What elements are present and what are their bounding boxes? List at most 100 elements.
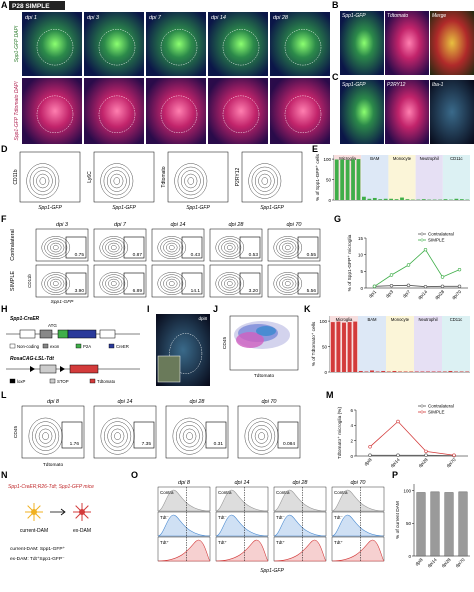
gate-value: 14.1 [191, 288, 201, 294]
legend-label: Tdtomato [97, 379, 116, 384]
gate [65, 236, 87, 259]
flow-contour [254, 170, 275, 192]
histogram [331, 539, 385, 562]
axis-label: Ly6C [87, 171, 93, 183]
flow-contour [39, 177, 46, 185]
y-tick-label: 50 [322, 344, 328, 349]
bar [454, 198, 459, 200]
flow-contour [176, 421, 204, 451]
flow-contour [221, 240, 239, 255]
flow-frame [151, 228, 205, 262]
gate-value: 0.75 [75, 252, 85, 258]
legend-label: SIMPLE [428, 410, 445, 415]
point [396, 453, 400, 457]
flow-contour [50, 278, 62, 289]
legend-label: exon [50, 344, 60, 349]
flow-contour [41, 272, 70, 295]
y-tick-label: 0 [360, 286, 363, 291]
panel-label: J [213, 304, 218, 314]
flow-frame [165, 405, 229, 459]
flow-contour [104, 421, 132, 451]
bar [394, 199, 399, 200]
point [368, 445, 372, 449]
panel-label: N [1, 470, 8, 480]
flow-contour [168, 281, 175, 287]
axis-label: Tdtomato⁺ microglia (%) [337, 407, 343, 460]
row-label: Contra [334, 490, 348, 495]
construct-box [67, 329, 97, 339]
flow-contour [168, 245, 175, 250]
bar [400, 197, 404, 200]
histogram [273, 539, 327, 562]
legend-swatch [75, 343, 82, 349]
gate [239, 272, 261, 295]
region-outline [36, 29, 74, 66]
group-label: BAM [367, 317, 377, 322]
flow-contour [108, 242, 120, 253]
gate-value: 3.90 [75, 288, 85, 294]
construct-box [99, 329, 116, 339]
x-tick-label: dpi3 [385, 289, 395, 299]
flow-contour [284, 245, 291, 250]
panel-label: M [326, 390, 334, 400]
gate-value: 0.43 [191, 252, 201, 258]
column-label: dpi 3 [87, 15, 100, 21]
flow-contour [105, 240, 123, 255]
group-band [388, 155, 416, 200]
flow-contour [26, 163, 60, 199]
cell-body [31, 509, 37, 515]
axis-label: CD45 [13, 426, 19, 439]
panel-label: O [131, 470, 138, 480]
bar [389, 198, 394, 200]
column-label: dpi 28 [273, 15, 289, 21]
flow-frame [209, 228, 263, 262]
flow-contour [179, 425, 200, 448]
bar [381, 370, 386, 372]
axis-label: Spp1-GFP [51, 299, 74, 305]
flow-contour [180, 170, 201, 192]
y-tick-label: 5 [360, 269, 363, 274]
flow-contour [218, 274, 242, 293]
column-label: dpi 3 [56, 222, 69, 228]
point [424, 453, 428, 457]
channel-label: Spp1-GFP [342, 82, 366, 88]
legend-swatch [108, 343, 115, 349]
flow-frame [241, 151, 303, 203]
flow-frame [21, 405, 85, 459]
group-band [358, 316, 386, 372]
flow-contour [107, 170, 127, 192]
panel-label: D [1, 144, 8, 154]
cell-label: current-DAM [20, 528, 48, 534]
flow-contour [163, 276, 181, 291]
bar [416, 492, 426, 557]
column-label: dpi 1 [25, 15, 37, 21]
row-label: Spp1-GFP Tdtomato DAPI [14, 81, 20, 141]
definition: ex-DAM: Tdt⁺Spp1-GFP⁻ [10, 556, 65, 562]
gate-value: 0.87 [133, 252, 143, 258]
axis-label: CD45 [222, 337, 228, 350]
flow-contour [99, 272, 129, 295]
group-band [442, 155, 470, 200]
panel-label: B [332, 0, 339, 10]
gate [297, 272, 319, 295]
row-label: Spp1-GFP DAPI [14, 25, 20, 62]
legend-marker [420, 404, 424, 408]
flow-frame [35, 264, 89, 298]
legend-label: Contralateral [428, 404, 454, 409]
micrograph [146, 78, 206, 144]
bar [426, 371, 430, 372]
column-label: dpi 8 [47, 399, 60, 405]
inset [157, 355, 181, 383]
gate-value: 7.35 [142, 441, 152, 447]
bar [431, 371, 436, 372]
flow-contour [273, 272, 303, 295]
flow-contour [113, 177, 121, 185]
group-band [442, 316, 470, 372]
x-tick-label: dpi7 [402, 289, 412, 299]
axis-label: Tdtomato [254, 373, 275, 379]
flow-contour [186, 432, 193, 440]
flow-frame [167, 151, 229, 203]
flow-contour [166, 242, 178, 253]
flow-contour [35, 425, 56, 448]
